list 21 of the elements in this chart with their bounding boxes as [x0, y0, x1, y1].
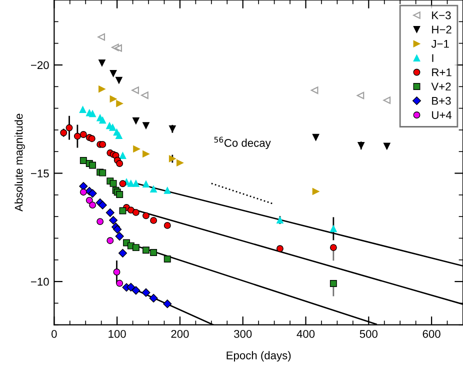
annotation: $^{56}$Co decay: [214, 136, 271, 150]
y-tick-label: −10: [31, 278, 49, 286]
legend-label: I: [432, 54, 434, 62]
legend-label: V+2: [431, 82, 451, 90]
x-tick-label: 600: [422, 330, 440, 338]
y-tick-label: −15: [31, 170, 49, 178]
x-axis-title: Epoch (days): [226, 351, 291, 362]
legend-label: B+3: [432, 96, 451, 105]
x-tick-label: 400: [296, 330, 315, 338]
legend-label: J−1: [431, 40, 449, 48]
legend-label: H−2: [432, 26, 452, 34]
legend-label: K−3: [432, 11, 451, 20]
legend-label: R+1: [432, 68, 452, 76]
x-tick-label: 500: [360, 330, 378, 338]
y-tick-label: −20: [31, 61, 49, 70]
y-axis-title: Absolute magnitude: [14, 114, 25, 212]
x-tick-label: 200: [171, 330, 189, 338]
x-tick-label: 300: [234, 330, 252, 338]
x-tick-label: 0: [52, 330, 57, 338]
legend-label: U+4: [432, 111, 452, 119]
x-tick-label: 100: [108, 330, 126, 338]
